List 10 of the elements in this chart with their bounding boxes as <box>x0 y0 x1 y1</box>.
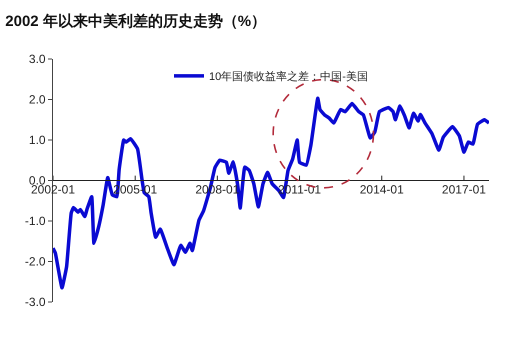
x-tick-label: 2014-01 <box>360 182 404 196</box>
y-tick-label: -3.0 <box>24 295 46 310</box>
x-tick-label: 2017-01 <box>442 182 486 196</box>
y-tick-label: -2.0 <box>24 254 46 269</box>
y-tick-label: 2.0 <box>28 92 46 107</box>
legend-label: 10年国债收益率之差：中国-美国 <box>209 70 368 84</box>
y-tick-label: 1.0 <box>28 133 46 148</box>
y-tick-label: -1.0 <box>24 214 46 228</box>
chart-title: 2002 年以来中美利差的历史走势（%） <box>5 12 266 30</box>
y-tick-label: 3.0 <box>28 52 46 66</box>
